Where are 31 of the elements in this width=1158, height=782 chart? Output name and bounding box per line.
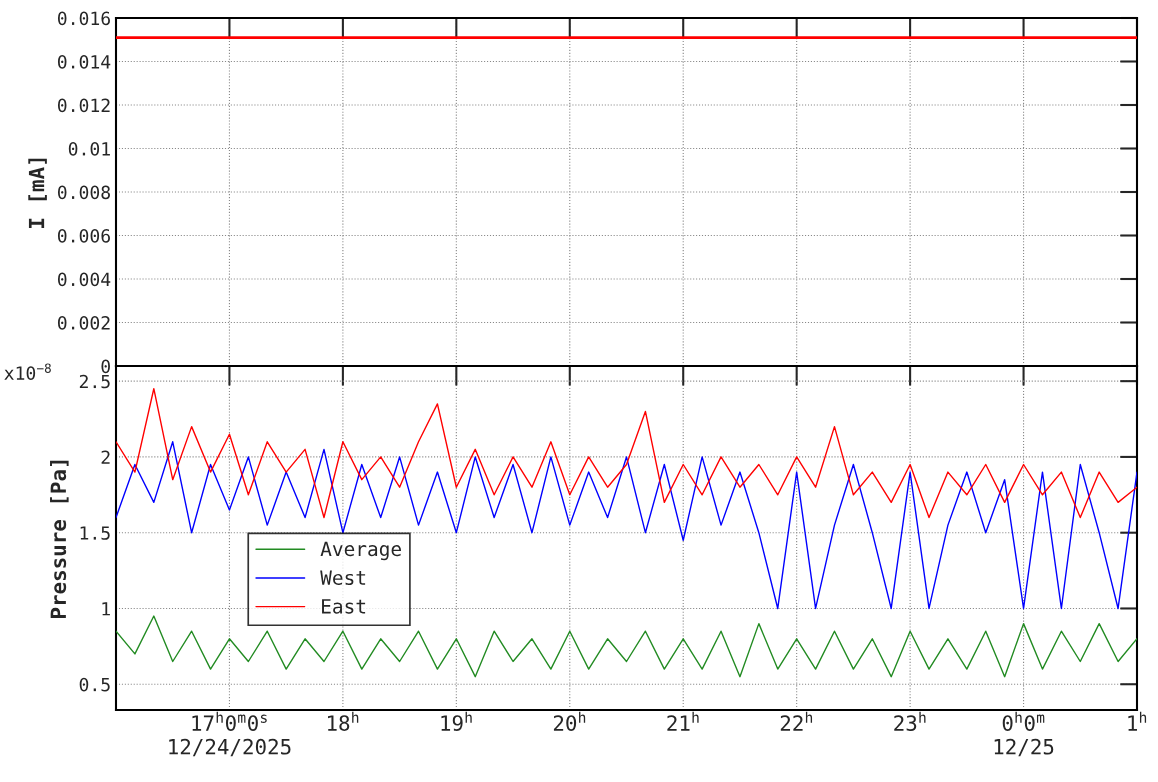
legend-label: Average [320,541,401,561]
line-series [116,615,1137,678]
y-tick-label: 0.01 [68,142,110,156]
y-tick-label: 0.008 [57,185,110,200]
x-tick-label: 0$^{h}$0$^{m}$ 12/25 [994,711,1054,757]
y-tick-label: 1 [102,602,110,616]
y-tick-label: 1.5 [80,526,110,540]
x-tick-label: 19$^{h}$ [441,711,472,731]
x-tick-label: 21$^{h}$ [667,711,699,731]
y-axis-title: Pressure [Pa] [50,460,69,618]
y-tick-label: 0.5 [79,677,110,692]
y-tick-label: 0.016 [57,11,110,26]
y-tick-label: 2.5 [79,374,110,389]
y-tick-label: 0 [101,359,110,374]
x-tick-label: 20$^{h}$ [553,711,586,731]
x-tick-label: 1$^{h}$ [1128,711,1147,731]
y-tick-label: 0.004 [57,272,111,287]
x-tick-label: 23$^{h}$ [894,711,926,731]
x-tick-label: 18$^{h}$ [328,711,359,731]
x-tick-label: 22$^{h}$ [780,711,813,731]
y-tick-label: 0.014 [57,55,111,69]
y-tick-label: 2 [101,450,110,464]
legend-label: West [320,570,366,586]
legend-label: East [322,599,366,614]
text: x10$^{−8}$ [4,363,51,380]
y-tick-label: 0.006 [57,229,110,243]
line-series [116,388,1137,519]
x-tick-label: 17$^{h}$0$^{m}$0$^{s}$ 12/24/2025 [169,711,291,757]
y-tick-label: 0.012 [57,98,110,113]
y-tick-label: 0.002 [57,316,110,330]
y-axis-title: I [mA] [28,158,47,228]
